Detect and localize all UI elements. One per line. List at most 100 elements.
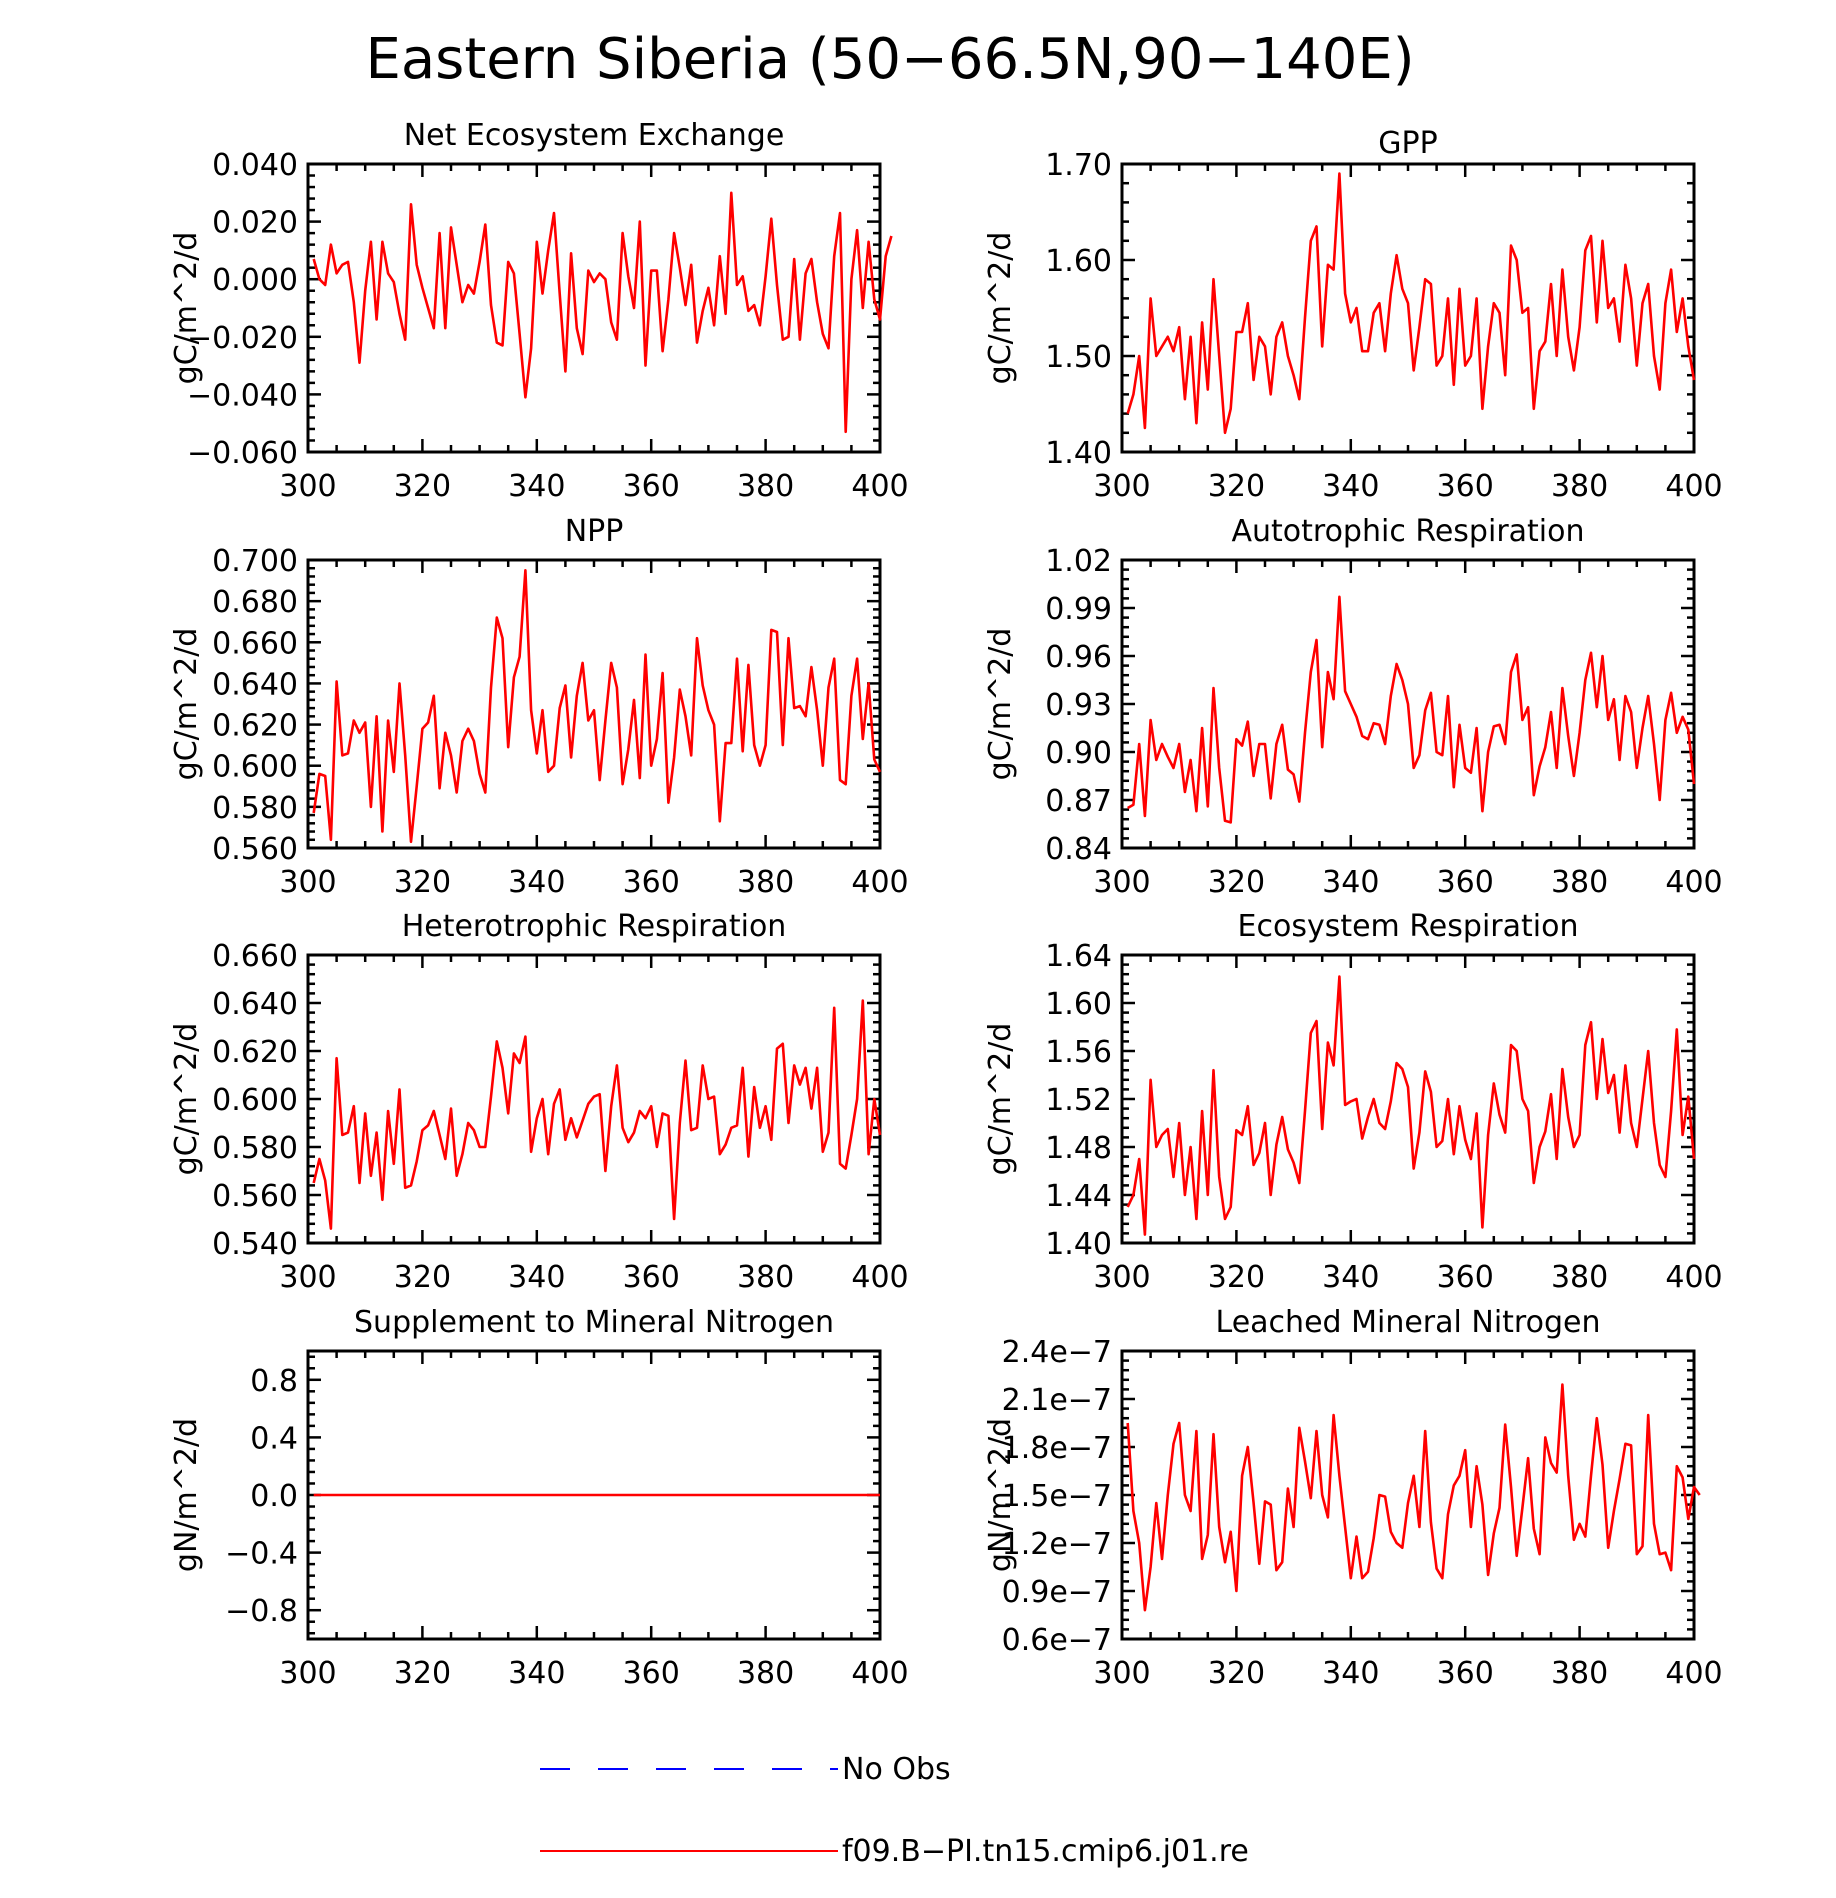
x-tick-label: 380 bbox=[737, 1656, 794, 1691]
y-tick-label: 1.8e−7 bbox=[1002, 1431, 1112, 1466]
y-tick-label: 0.580 bbox=[212, 1131, 298, 1166]
y-tick-label: 0.99 bbox=[1045, 592, 1112, 627]
panel-title: Autotrophic Respiration bbox=[1231, 514, 1584, 549]
y-tick-label: 1.5e−7 bbox=[1002, 1479, 1112, 1514]
y-axis-label: gC/m^2/d bbox=[169, 1023, 204, 1176]
chart-panel-5: 300 320 340 360 380 400 0.660 0.640 0.620 0.600 0.… bbox=[169, 909, 909, 1295]
y-tick-label: −0.060 bbox=[187, 436, 298, 471]
panel-title: Supplement to Mineral Nitrogen bbox=[354, 1305, 834, 1340]
series-line-1 bbox=[1127, 595, 1696, 824]
x-tick-label: 380 bbox=[1551, 469, 1608, 504]
panel-title: NPP bbox=[565, 514, 624, 549]
x-tick-label: 340 bbox=[1322, 469, 1379, 504]
legend-label: No Obs bbox=[842, 1752, 951, 1787]
x-tick-label: 300 bbox=[279, 1656, 336, 1691]
y-tick-label: 0.96 bbox=[1045, 640, 1112, 675]
chart-panel-7: 300 320 340 360 380 400 0.8 0.4 0.0 −0.4 −0.8 Suppl… bbox=[169, 1305, 909, 1691]
chart-panel-6: 300 320 340 360 380 400 1.64 1.60 1.56 1.52 1.48 1.… bbox=[983, 909, 1723, 1295]
series-line-1 bbox=[312, 999, 882, 1230]
series-line-1 bbox=[312, 191, 893, 434]
y-tick-label: 2.1e−7 bbox=[1002, 1383, 1112, 1418]
chart-panel-2: 300 320 340 360 380 400 1.70 1.60 1.50 1.40 GPP gC/… bbox=[983, 126, 1723, 504]
y-tick-label: 0.020 bbox=[212, 206, 298, 241]
x-tick-label: 320 bbox=[1208, 1656, 1265, 1691]
x-tick-label: 360 bbox=[1437, 469, 1494, 504]
y-tick-label: 0.540 bbox=[212, 1227, 298, 1262]
x-tick-label: 400 bbox=[851, 865, 908, 900]
y-tick-label: 0.600 bbox=[212, 750, 298, 785]
x-tick-label: 300 bbox=[279, 1260, 336, 1295]
y-tick-label: −0.4 bbox=[225, 1537, 298, 1572]
x-tick-label: 360 bbox=[623, 865, 680, 900]
legend-item-1: No Obs bbox=[540, 1752, 951, 1787]
y-tick-label: 0.84 bbox=[1045, 832, 1112, 867]
y-tick-label: 0.8 bbox=[250, 1364, 298, 1399]
series-line-1 bbox=[1126, 172, 1696, 435]
y-tick-label: 1.70 bbox=[1045, 148, 1112, 183]
chart-panel-4: 300 320 340 360 380 400 1.02 0.99 0.96 0.93 0.90 0.… bbox=[983, 514, 1723, 900]
y-tick-label: 1.40 bbox=[1045, 1227, 1112, 1262]
x-tick-label: 380 bbox=[1551, 1260, 1608, 1295]
x-tick-label: 300 bbox=[1093, 469, 1150, 504]
y-tick-label: −0.040 bbox=[187, 378, 298, 413]
y-tick-label: 0.640 bbox=[212, 987, 298, 1022]
y-tick-label: 0.700 bbox=[212, 544, 298, 579]
y-tick-label: 0.660 bbox=[212, 626, 298, 661]
x-tick-label: 360 bbox=[1437, 1656, 1494, 1691]
y-tick-label: 0.620 bbox=[212, 1035, 298, 1070]
y-axis-label: gC/m^2/d bbox=[169, 628, 204, 781]
y-tick-label: 0.6e−7 bbox=[1002, 1623, 1112, 1658]
x-tick-label: 300 bbox=[1093, 1656, 1150, 1691]
x-tick-label: 380 bbox=[737, 865, 794, 900]
y-tick-label: 1.40 bbox=[1045, 436, 1112, 471]
x-tick-label: 400 bbox=[1665, 1260, 1722, 1295]
x-tick-label: 340 bbox=[508, 865, 565, 900]
legend: No Obs f09.B−PI.tn15.cmip6.j01.re bbox=[540, 1752, 1249, 1869]
y-axis-label: gC/m^2/d bbox=[983, 628, 1018, 781]
x-tick-label: 340 bbox=[508, 1656, 565, 1691]
plot-frame bbox=[306, 162, 882, 454]
y-tick-label: 1.56 bbox=[1045, 1035, 1112, 1070]
x-tick-label: 320 bbox=[1208, 469, 1265, 504]
y-tick-label: 2.4e−7 bbox=[1002, 1335, 1112, 1370]
series-line-1 bbox=[312, 568, 882, 844]
x-tick-label: 380 bbox=[737, 469, 794, 504]
y-tick-label: 0.040 bbox=[212, 148, 298, 183]
x-tick-label: 360 bbox=[623, 1656, 680, 1691]
x-tick-label: 400 bbox=[1665, 469, 1722, 504]
x-tick-label: 320 bbox=[394, 469, 451, 504]
y-tick-label: 0.0 bbox=[250, 1479, 298, 1514]
y-tick-label: 1.44 bbox=[1045, 1179, 1112, 1214]
legend-label: f09.B−PI.tn15.cmip6.j01.re bbox=[842, 1834, 1249, 1869]
y-axis-label: gC/m^2/d bbox=[169, 232, 204, 385]
chart-panel-3: 300 320 340 360 380 400 0.700 0.680 0.660 0.640 0.… bbox=[169, 514, 909, 900]
x-tick-label: 340 bbox=[508, 1260, 565, 1295]
x-tick-label: 300 bbox=[1093, 865, 1150, 900]
x-tick-label: 300 bbox=[279, 865, 336, 900]
x-tick-label: 360 bbox=[623, 469, 680, 504]
y-tick-label: −0.8 bbox=[225, 1594, 298, 1629]
y-axis-label: gN/m^2/d bbox=[169, 1418, 204, 1572]
panel-title: Ecosystem Respiration bbox=[1238, 909, 1579, 944]
chart-panel-1: 300 320 340 360 380 400 0.040 0.020 0.000 −0.020 −… bbox=[169, 118, 909, 504]
y-tick-label: 1.64 bbox=[1045, 939, 1112, 974]
y-tick-label: 1.52 bbox=[1045, 1083, 1112, 1118]
y-tick-label: 0.87 bbox=[1045, 784, 1112, 819]
y-tick-label: 0.560 bbox=[212, 1179, 298, 1214]
y-tick-label: 0.640 bbox=[212, 667, 298, 702]
panel-title: Net Ecosystem Exchange bbox=[404, 118, 785, 153]
x-tick-label: 400 bbox=[1665, 1656, 1722, 1691]
figure-title: Eastern Siberia (50−66.5N,90−140E) bbox=[365, 27, 1414, 92]
y-tick-label: 0.620 bbox=[212, 709, 298, 744]
panel-title: Leached Mineral Nitrogen bbox=[1216, 1305, 1601, 1340]
plot-frame bbox=[1120, 1349, 1696, 1641]
x-tick-label: 320 bbox=[394, 1260, 451, 1295]
y-tick-label: 0.9e−7 bbox=[1002, 1575, 1112, 1610]
y-tick-label: 1.50 bbox=[1045, 340, 1112, 375]
series-line-1 bbox=[1126, 1383, 1701, 1612]
x-tick-label: 360 bbox=[1437, 865, 1494, 900]
x-tick-label: 320 bbox=[394, 1656, 451, 1691]
x-tick-label: 400 bbox=[851, 1656, 908, 1691]
y-tick-label: 0.000 bbox=[212, 263, 298, 298]
